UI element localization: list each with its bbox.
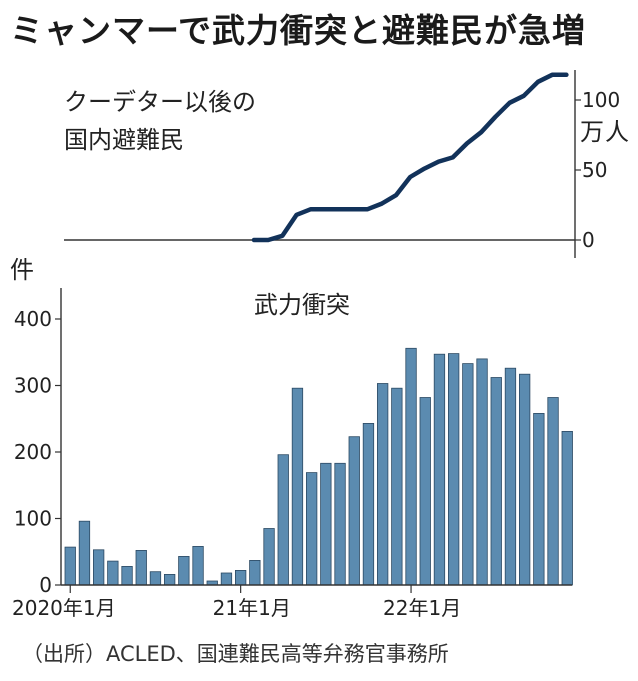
bar — [320, 462, 332, 586]
bar — [291, 387, 304, 586]
bar-y-tick-label: 100 — [14, 507, 52, 531]
bar — [178, 556, 190, 586]
bar — [121, 566, 133, 586]
bar — [135, 550, 147, 586]
bar — [561, 430, 573, 586]
bar — [376, 383, 389, 586]
bar — [391, 387, 403, 586]
bar — [234, 570, 247, 586]
line-y-tick-label: 100 — [582, 88, 620, 112]
line-chart: クーデター以後の 国内避難民 万 人 0 50 100 — [64, 70, 629, 258]
line-chart-title-line-1: クーデター以後の — [64, 88, 256, 116]
bar — [490, 377, 502, 586]
bar — [533, 412, 545, 586]
bar — [192, 546, 204, 586]
bar — [462, 363, 474, 586]
bar — [305, 472, 318, 586]
bar-chart: 件 武力衝突 0 100 200 300 400 2020年1月 21年1月 22年1月 — [10, 256, 573, 620]
bar — [547, 397, 559, 586]
bar — [249, 560, 261, 586]
bar — [163, 574, 176, 586]
bar — [220, 572, 233, 586]
bar — [433, 353, 446, 586]
bar — [348, 436, 360, 586]
line-y-tick-label: 50 — [582, 158, 607, 182]
bar — [78, 520, 91, 586]
bar — [519, 373, 531, 586]
bar — [334, 462, 346, 586]
bar — [263, 528, 275, 586]
bar — [362, 422, 375, 586]
bar — [93, 549, 105, 586]
bar — [419, 397, 431, 586]
line-chart-unit-1: 万 — [580, 118, 604, 146]
bar-y-tick-label: 400 — [14, 307, 52, 331]
bar — [149, 571, 162, 586]
bar-x-tick-label: 2020年1月 — [12, 596, 116, 620]
bar-y-tick-label: 300 — [14, 374, 52, 398]
bar — [504, 367, 517, 586]
line-y-tick-label: 0 — [582, 228, 595, 252]
bar — [476, 358, 488, 586]
bar — [64, 546, 76, 586]
bar — [277, 454, 289, 586]
bar — [107, 560, 119, 586]
headline: ミャンマーで武力衝突と避難民が急増 — [10, 11, 587, 50]
bar — [405, 347, 417, 586]
line-chart-unit-2: 人 — [605, 118, 629, 146]
bar-chart-unit: 件 — [10, 256, 34, 284]
line-series-displaced — [251, 72, 569, 243]
source-note: （出所）ACLED、国連難民高等弁務官事務所 — [22, 642, 449, 666]
bar-chart-title: 武力衝突 — [254, 291, 350, 319]
bar-y-tick-label: 0 — [39, 573, 52, 597]
line-chart-title-line-2: 国内避難民 — [64, 126, 184, 154]
bar-x-tick-label: 22年1月 — [383, 596, 461, 620]
bar — [447, 353, 460, 586]
bar-y-tick-label: 200 — [14, 440, 52, 464]
bar-x-tick-label: 21年1月 — [213, 596, 291, 620]
